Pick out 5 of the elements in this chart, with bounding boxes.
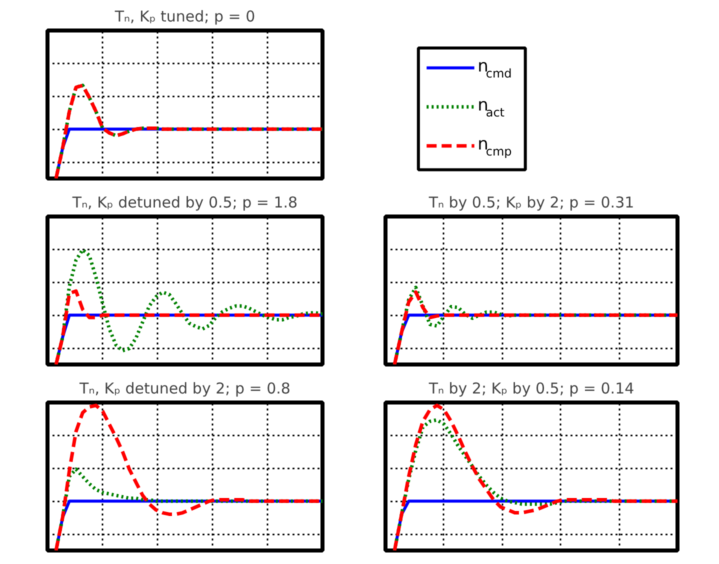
chart-title: Tₙ by 0.5; Kₚ by 2; p = 0.31 bbox=[428, 194, 634, 212]
chart-title: Tₙ, Kₚ detuned by 0.5; p = 1.8 bbox=[71, 194, 298, 212]
chart-title: Tₙ, Kₚ tuned; p = 0 bbox=[114, 8, 256, 26]
chart-title: Tₙ, Kₚ detuned by 2; p = 0.8 bbox=[78, 380, 290, 398]
chart-title: Tₙ by 2; Kₚ by 0.5; p = 0.14 bbox=[428, 380, 634, 398]
